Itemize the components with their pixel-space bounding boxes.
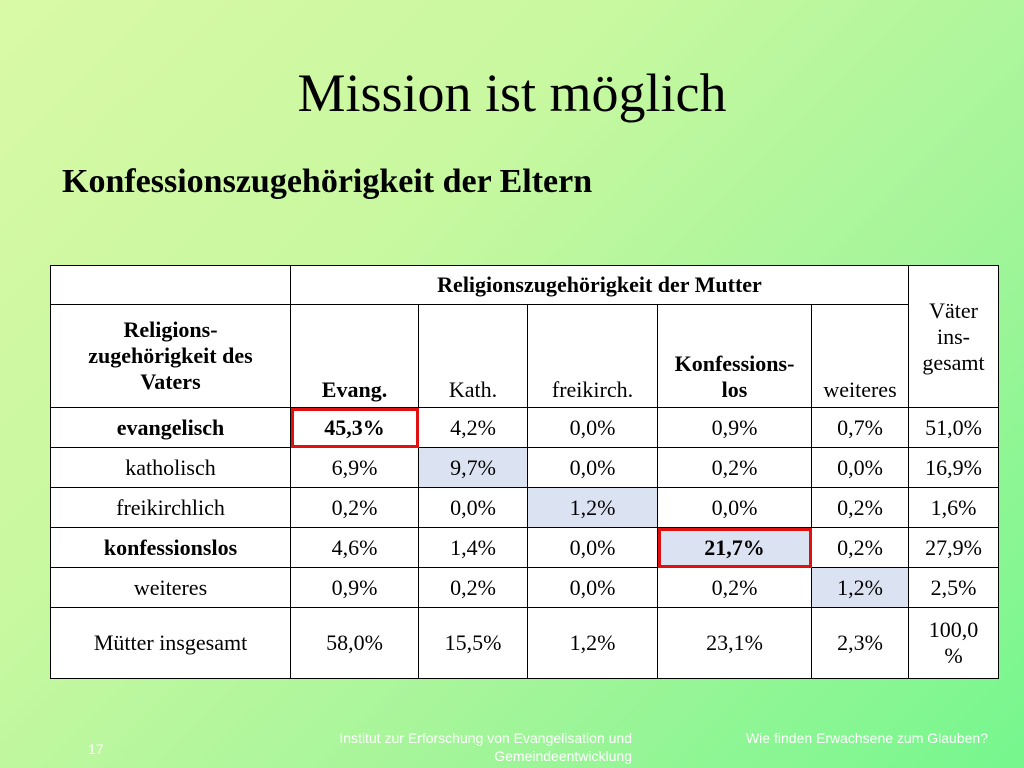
- table-cell: 23,1%: [657, 607, 812, 679]
- col-header-freikirch: freikirch.: [527, 304, 658, 408]
- table-cell: 9,7%: [418, 447, 528, 488]
- table-cell: 0,2%: [811, 487, 909, 528]
- slide-subtitle: Konfessionszugehörigkeit der Eltern: [62, 163, 593, 200]
- table-cell: 0,9%: [657, 407, 812, 448]
- table-cell: 1,2%: [811, 567, 909, 608]
- table-cell: 2,3%: [811, 607, 909, 679]
- father-total-header: Väter ins- gesamt: [908, 265, 999, 408]
- table-cell: 4,6%: [290, 527, 419, 568]
- table-row: Mütter insgesamt 58,0% 15,5% 1,2% 23,1% …: [50, 607, 999, 679]
- table-row: weiteres 0,9% 0,2% 0,0% 0,2% 1,2% 2,5%: [50, 567, 999, 608]
- table-cell: 0,0%: [527, 447, 658, 488]
- table-row: konfessionslos 4,6% 1,4% 0,0% 21,7% 0,2%…: [50, 527, 999, 568]
- table-cell: 0,0%: [811, 447, 909, 488]
- table-cell: 0,0%: [418, 487, 528, 528]
- row-label: konfessionslos: [50, 527, 291, 568]
- table-row: evangelisch 45,3% 4,2% 0,0% 0,9% 0,7% 51…: [50, 407, 999, 448]
- table-cell: 0,2%: [657, 447, 812, 488]
- row-total-cell: 51,0%: [908, 407, 999, 448]
- row-label: katholisch: [50, 447, 291, 488]
- row-total-cell: 1,6%: [908, 487, 999, 528]
- row-total-cell: 16,9%: [908, 447, 999, 488]
- table-cell: 0,7%: [811, 407, 909, 448]
- page-number: 17: [88, 741, 104, 757]
- table-cell: 0,2%: [657, 567, 812, 608]
- table-row: katholisch 6,9% 9,7% 0,0% 0,2% 0,0% 16,9…: [50, 447, 999, 488]
- table-row: freikirchlich 0,2% 0,0% 1,2% 0,0% 0,2% 1…: [50, 487, 999, 528]
- table-cell: 21,7%: [657, 527, 812, 568]
- footer-institute: Institut zur Erforschung von Evangelisat…: [339, 730, 632, 764]
- table-cell: 4,2%: [418, 407, 528, 448]
- confession-table: Religionszugehörigkeit der Mutter Väter …: [50, 265, 999, 679]
- table-cell: 0,0%: [527, 527, 658, 568]
- table-cell: 0,9%: [290, 567, 419, 608]
- table-cell: 0,2%: [418, 567, 528, 608]
- table-cell: 1,4%: [418, 527, 528, 568]
- row-label: freikirchlich: [50, 487, 291, 528]
- table-cell: 0,2%: [290, 487, 419, 528]
- row-label: weiteres: [50, 567, 291, 608]
- table-cell: 0,0%: [527, 567, 658, 608]
- table-cell: 0,2%: [811, 527, 909, 568]
- slide-title: Mission ist möglich: [297, 63, 727, 123]
- col-header-weiteres: weiteres: [811, 304, 909, 408]
- row-total-cell: 27,9%: [908, 527, 999, 568]
- table-cell: 15,5%: [418, 607, 528, 679]
- footer-conference: Wie finden Erwachsene zum Glauben?: [745, 730, 988, 746]
- mother-header: Religionszugehörigkeit der Mutter: [290, 265, 909, 305]
- col-header-kath: Kath.: [418, 304, 528, 408]
- table-cell: 6,9%: [290, 447, 419, 488]
- table-cell: 1,2%: [527, 487, 658, 528]
- row-label: evangelisch: [50, 407, 291, 448]
- table-cell: 0,0%: [527, 407, 658, 448]
- col-header-konfessionslos: Konfessions- los: [657, 304, 812, 408]
- corner-cell: [50, 265, 291, 305]
- table-cell: 1,2%: [527, 607, 658, 679]
- grand-total-cell: 100,0 %: [908, 607, 999, 679]
- father-header: Religions- zugehörigkeit des Vaters: [50, 304, 291, 408]
- row-label: Mütter insgesamt: [50, 607, 291, 679]
- table-cell: 45,3%: [290, 407, 419, 448]
- table-cell: 0,0%: [657, 487, 812, 528]
- table-cell: 58,0%: [290, 607, 419, 679]
- col-header-evang: Evang.: [290, 304, 419, 408]
- row-total-cell: 2,5%: [908, 567, 999, 608]
